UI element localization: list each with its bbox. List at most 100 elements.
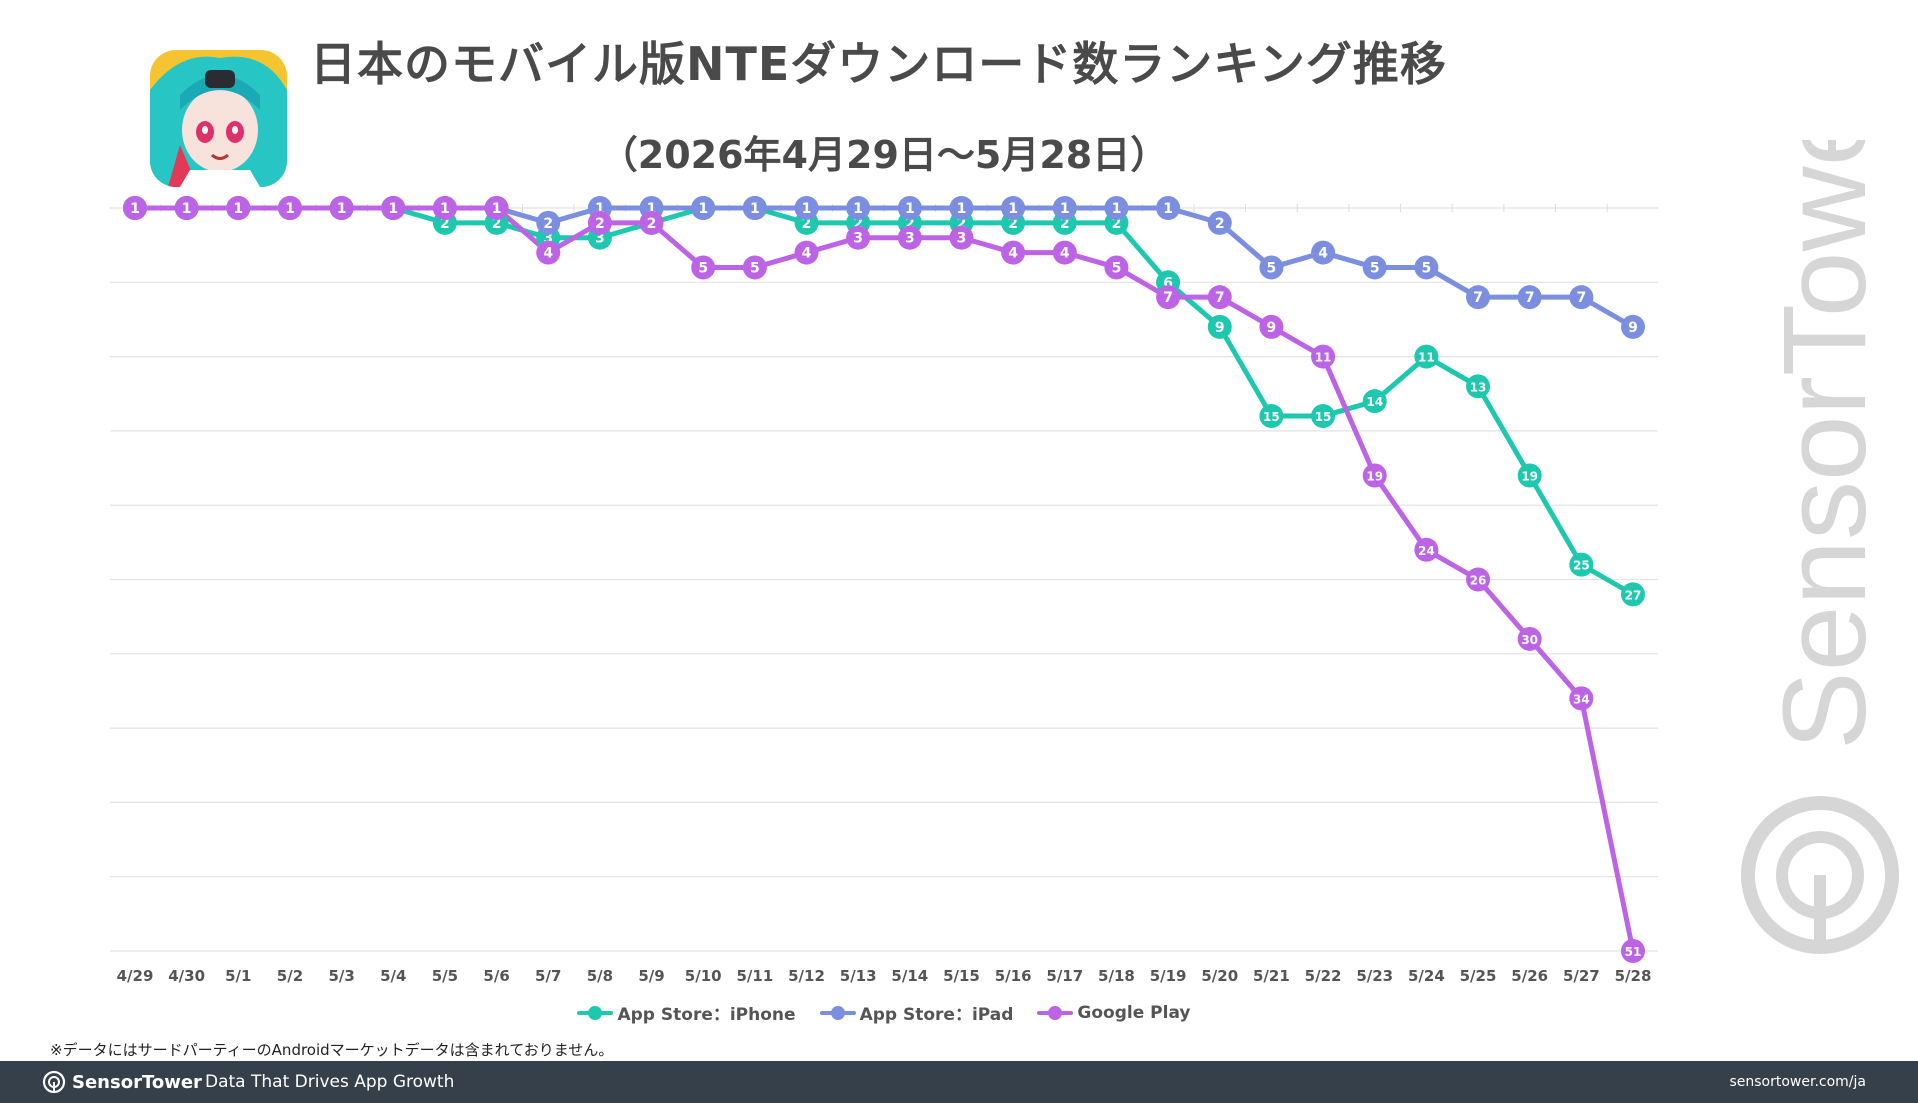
data-point: 1 (329, 196, 354, 220)
data-point-marker (587, 210, 612, 235)
data-label: 4 (1060, 246, 1070, 262)
data-point: 26 (1466, 567, 1491, 592)
data-label: 5 (1422, 260, 1432, 276)
data-point-marker (1569, 285, 1594, 310)
data-point-marker (432, 196, 457, 220)
data-label: 6 (1163, 275, 1173, 291)
data-point-marker (1156, 285, 1181, 310)
data-label: 30 (1521, 633, 1538, 647)
legend-item[interactable]: Google Play (1037, 1000, 1191, 1025)
data-point-marker (1311, 240, 1336, 265)
data-label: 13 (1470, 380, 1487, 394)
data-label: 11 (1418, 351, 1435, 365)
app-icon (150, 50, 287, 187)
data-label: 1 (957, 201, 967, 217)
data-point-marker (1259, 314, 1284, 339)
data-point: 1 (1156, 196, 1181, 220)
data-point-marker (691, 255, 716, 280)
footer-brand-text: SensorTower (72, 1071, 202, 1093)
data-point: 1 (226, 196, 251, 220)
data-point: 15 (1311, 404, 1336, 429)
x-axis: 4/29 4/30 5/1 5/2 5/3 5/4 5/5 5/6 5/7 5/8 5/9 5/10 5… (117, 967, 1652, 985)
x-tick-label: 5/14 (891, 967, 928, 985)
data-label: 25 (1573, 559, 1590, 573)
data-point: 9 (1259, 314, 1284, 339)
data-point-marker (174, 196, 199, 220)
data-label: 2 (957, 216, 967, 232)
data-point: 11 (1311, 344, 1336, 369)
data-label: 5 (750, 260, 760, 276)
data-point: 14 (1362, 389, 1387, 414)
x-tick-label: 5/21 (1253, 967, 1290, 985)
data-point: 51 (1621, 939, 1645, 963)
data-label: 9 (1267, 320, 1277, 336)
data-point: 3 (846, 225, 871, 250)
data-point: 19 (1362, 463, 1387, 488)
data-point: 30 (1517, 626, 1542, 651)
data-label: 1 (750, 201, 760, 217)
x-tick-label: 5/25 (1460, 967, 1497, 985)
x-tick-label: 5/22 (1305, 967, 1342, 985)
data-label: 2 (905, 216, 915, 232)
x-tick-label: 5/18 (1098, 967, 1135, 985)
data-point-marker (846, 196, 871, 220)
data-point: 1 (1052, 196, 1077, 220)
data-point: 15 (1259, 404, 1284, 429)
data-label: 7 (1525, 290, 1535, 306)
gridlines (110, 204, 1658, 952)
data-label: 3 (595, 231, 605, 247)
data-point-marker (1104, 255, 1129, 280)
data-point: 7 (1466, 285, 1491, 310)
data-point-marker (123, 196, 147, 220)
data-point-marker (846, 225, 871, 250)
data-point: 3 (949, 225, 974, 250)
footer-tagline: Data That Drives App Growth (205, 1072, 455, 1092)
data-point-marker (1362, 255, 1387, 280)
x-tick-label: 5/1 (225, 967, 251, 985)
data-point-marker (1569, 686, 1594, 711)
data-label: 19 (1521, 469, 1538, 483)
legend-item[interactable]: App Store：iPhone (577, 1000, 796, 1025)
x-tick-label: 5/10 (685, 967, 722, 985)
data-point: 4 (794, 240, 819, 265)
legend-label: App Store：iPad (859, 1005, 1014, 1025)
data-label: 15 (1263, 410, 1280, 424)
data-label: 1 (130, 201, 140, 217)
data-point: 1 (949, 196, 974, 220)
data-label: 9 (1628, 320, 1638, 336)
footer-brand: SensorTower (42, 1070, 202, 1094)
data-label: 7 (1576, 290, 1586, 306)
data-label: 4 (1008, 246, 1018, 262)
data-label: 7 (1473, 290, 1483, 306)
data-label: 26 (1470, 574, 1487, 588)
legend-item[interactable]: App Store：iPad (819, 1000, 1014, 1025)
data-point: 4 (1311, 240, 1336, 265)
series-line (132, 205, 1636, 330)
data-point: 5 (1362, 255, 1387, 280)
data-point-marker (536, 210, 561, 235)
data-point: 1 (1001, 196, 1026, 220)
data-point: 9 (1621, 314, 1645, 339)
data-point-marker (381, 196, 406, 220)
data-point-marker (639, 210, 664, 235)
data-point: 1 (846, 196, 871, 220)
data-point-marker (742, 196, 767, 220)
x-tick-label: 5/13 (840, 967, 877, 985)
footer-url[interactable]: sensortower.com/ja (1729, 1074, 1866, 1090)
data-label: 1 (647, 201, 657, 217)
data-point-marker (1259, 404, 1284, 429)
data-point: 4 (536, 240, 561, 265)
data-point: 11 (1414, 344, 1439, 369)
data-point: 34 (1569, 686, 1594, 711)
series-markers: 1111112233211222222269151514111319252711… (123, 196, 1645, 963)
data-point-marker (1001, 240, 1026, 265)
data-label: 4 (543, 246, 553, 262)
data-point: 27 (1621, 582, 1645, 607)
data-point-marker (1621, 314, 1645, 339)
data-point: 5 (1259, 255, 1284, 280)
x-tick-label: 5/20 (1201, 967, 1238, 985)
data-label: 1 (182, 201, 192, 217)
data-point-marker (1311, 404, 1336, 429)
data-point-marker (794, 240, 819, 265)
data-point: 1 (174, 196, 199, 220)
